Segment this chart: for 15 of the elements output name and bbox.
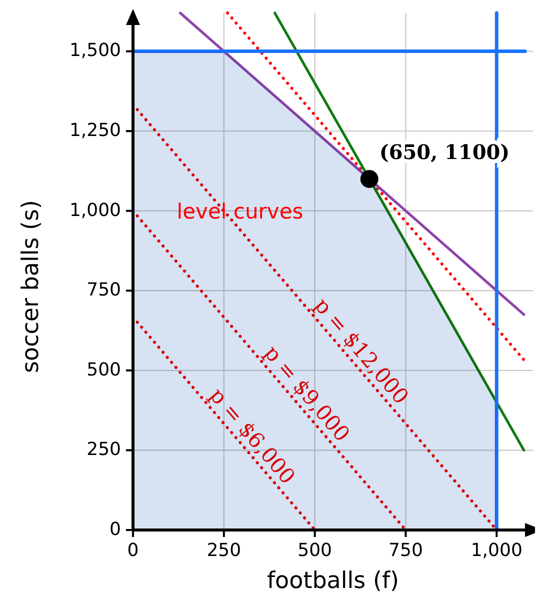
y-tick-label: 1,250 [69,120,121,141]
y-tick-label: 750 [86,280,121,301]
y-tick-label: 1,000 [69,200,121,221]
x-tick-label: 750 [388,540,423,561]
y-tick-label: 500 [86,359,121,380]
x-axis-title: footballs (f) [266,568,400,594]
annotation: level curves [176,200,304,224]
x-tick-label: 250 [206,540,242,561]
y-axis-title: soccer balls (s) [18,200,44,373]
y-tick-label: 0 [110,518,121,540]
x-tick-label: 1,000 [470,540,522,561]
y-tick-label: 250 [86,439,121,460]
y-tick-label: 1,500 [69,40,121,62]
x-tick-label: 0 [127,540,139,561]
x-tick-label: 500 [298,540,332,561]
